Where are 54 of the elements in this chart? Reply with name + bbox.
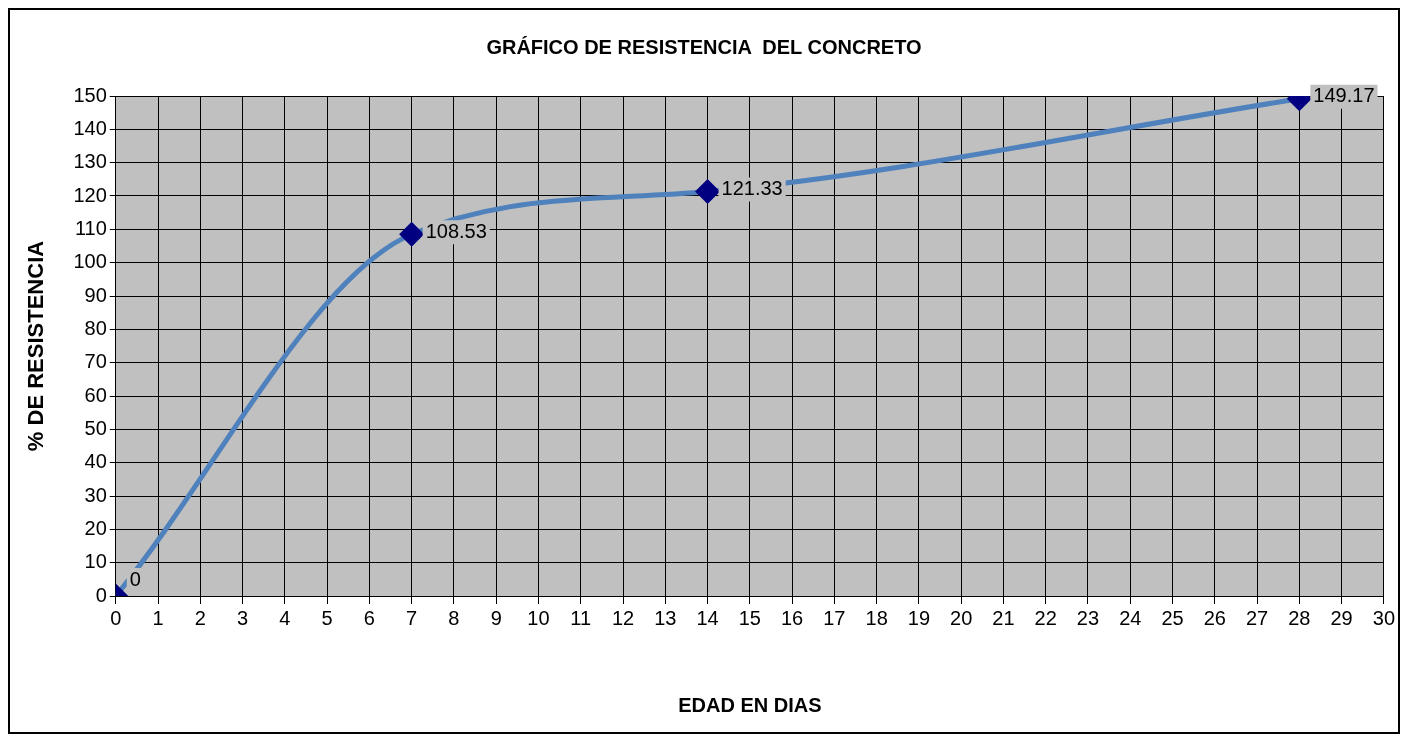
x-tick-label: 6	[363, 606, 375, 629]
y-tick-label: 0	[95, 583, 107, 606]
y-tick-label: 110	[74, 216, 107, 239]
x-tick-label: 11	[570, 606, 592, 629]
x-tick-label: 20	[950, 606, 973, 629]
x-tick-label: 24	[1119, 606, 1142, 629]
x-tick-label: 5	[321, 606, 333, 629]
x-tick-label: 12	[611, 606, 635, 629]
x-tick-label: 10	[527, 606, 550, 629]
data-label: 108.53	[425, 219, 487, 242]
x-tick-label: 16	[780, 606, 804, 629]
y-tick-label: 60	[84, 383, 107, 406]
x-tick-label: 21	[992, 606, 1015, 629]
x-tick-label: 30	[1372, 606, 1395, 629]
data-label: 149.17	[1313, 84, 1375, 107]
y-axis-title: % DE RESISTENCIA	[23, 240, 49, 452]
x-tick-label: 27	[1245, 606, 1269, 629]
x-tick-label: 19	[907, 606, 931, 629]
data-label: 0	[129, 567, 141, 590]
x-tick-label: 25	[1161, 606, 1184, 629]
y-tick-label: 50	[84, 416, 107, 439]
x-tick-label: 4	[279, 606, 291, 629]
y-tick-label: 120	[73, 183, 107, 206]
x-axis-title: EDAD EN DIAS	[678, 693, 822, 716]
y-tick-label: 10	[84, 550, 107, 573]
y-tick-label: 20	[84, 516, 107, 539]
y-tick-label: 150	[73, 83, 107, 106]
chart-title: GRÁFICO DE RESISTENCIA DEL CONCRETO	[486, 35, 922, 58]
x-tick-label: 18	[865, 606, 888, 629]
x-tick-label: 28	[1288, 606, 1311, 629]
x-tick-label: 29	[1330, 606, 1353, 629]
y-tick-label: 100	[73, 250, 107, 273]
x-tick-label: 0	[110, 606, 122, 629]
x-tick-label: 13	[654, 606, 677, 629]
x-tick-label: 7	[406, 606, 418, 629]
x-tick-label: 3	[237, 606, 249, 629]
x-tick-label: 1	[152, 606, 164, 629]
x-tick-label: 22	[1034, 606, 1057, 629]
data-label: 121.33	[721, 177, 783, 200]
y-tick-label: 140	[73, 116, 107, 139]
x-tick-label: 9	[490, 606, 502, 629]
y-tick-label: 90	[84, 283, 107, 306]
y-tick-label: 70	[84, 350, 107, 373]
x-tick-label: 14	[696, 606, 719, 629]
y-tick-label: 130	[73, 150, 107, 173]
y-tick-label: 80	[84, 316, 107, 339]
x-tick-label: 17	[823, 606, 846, 629]
x-tick-label: 2	[194, 606, 206, 629]
x-tick-label: 23	[1076, 606, 1100, 629]
x-tick-label: 26	[1203, 606, 1226, 629]
y-tick-label: 30	[84, 483, 107, 506]
x-tick-label: 15	[738, 606, 761, 629]
y-tick-label: 40	[84, 450, 107, 473]
x-tick-label: 8	[448, 606, 460, 629]
